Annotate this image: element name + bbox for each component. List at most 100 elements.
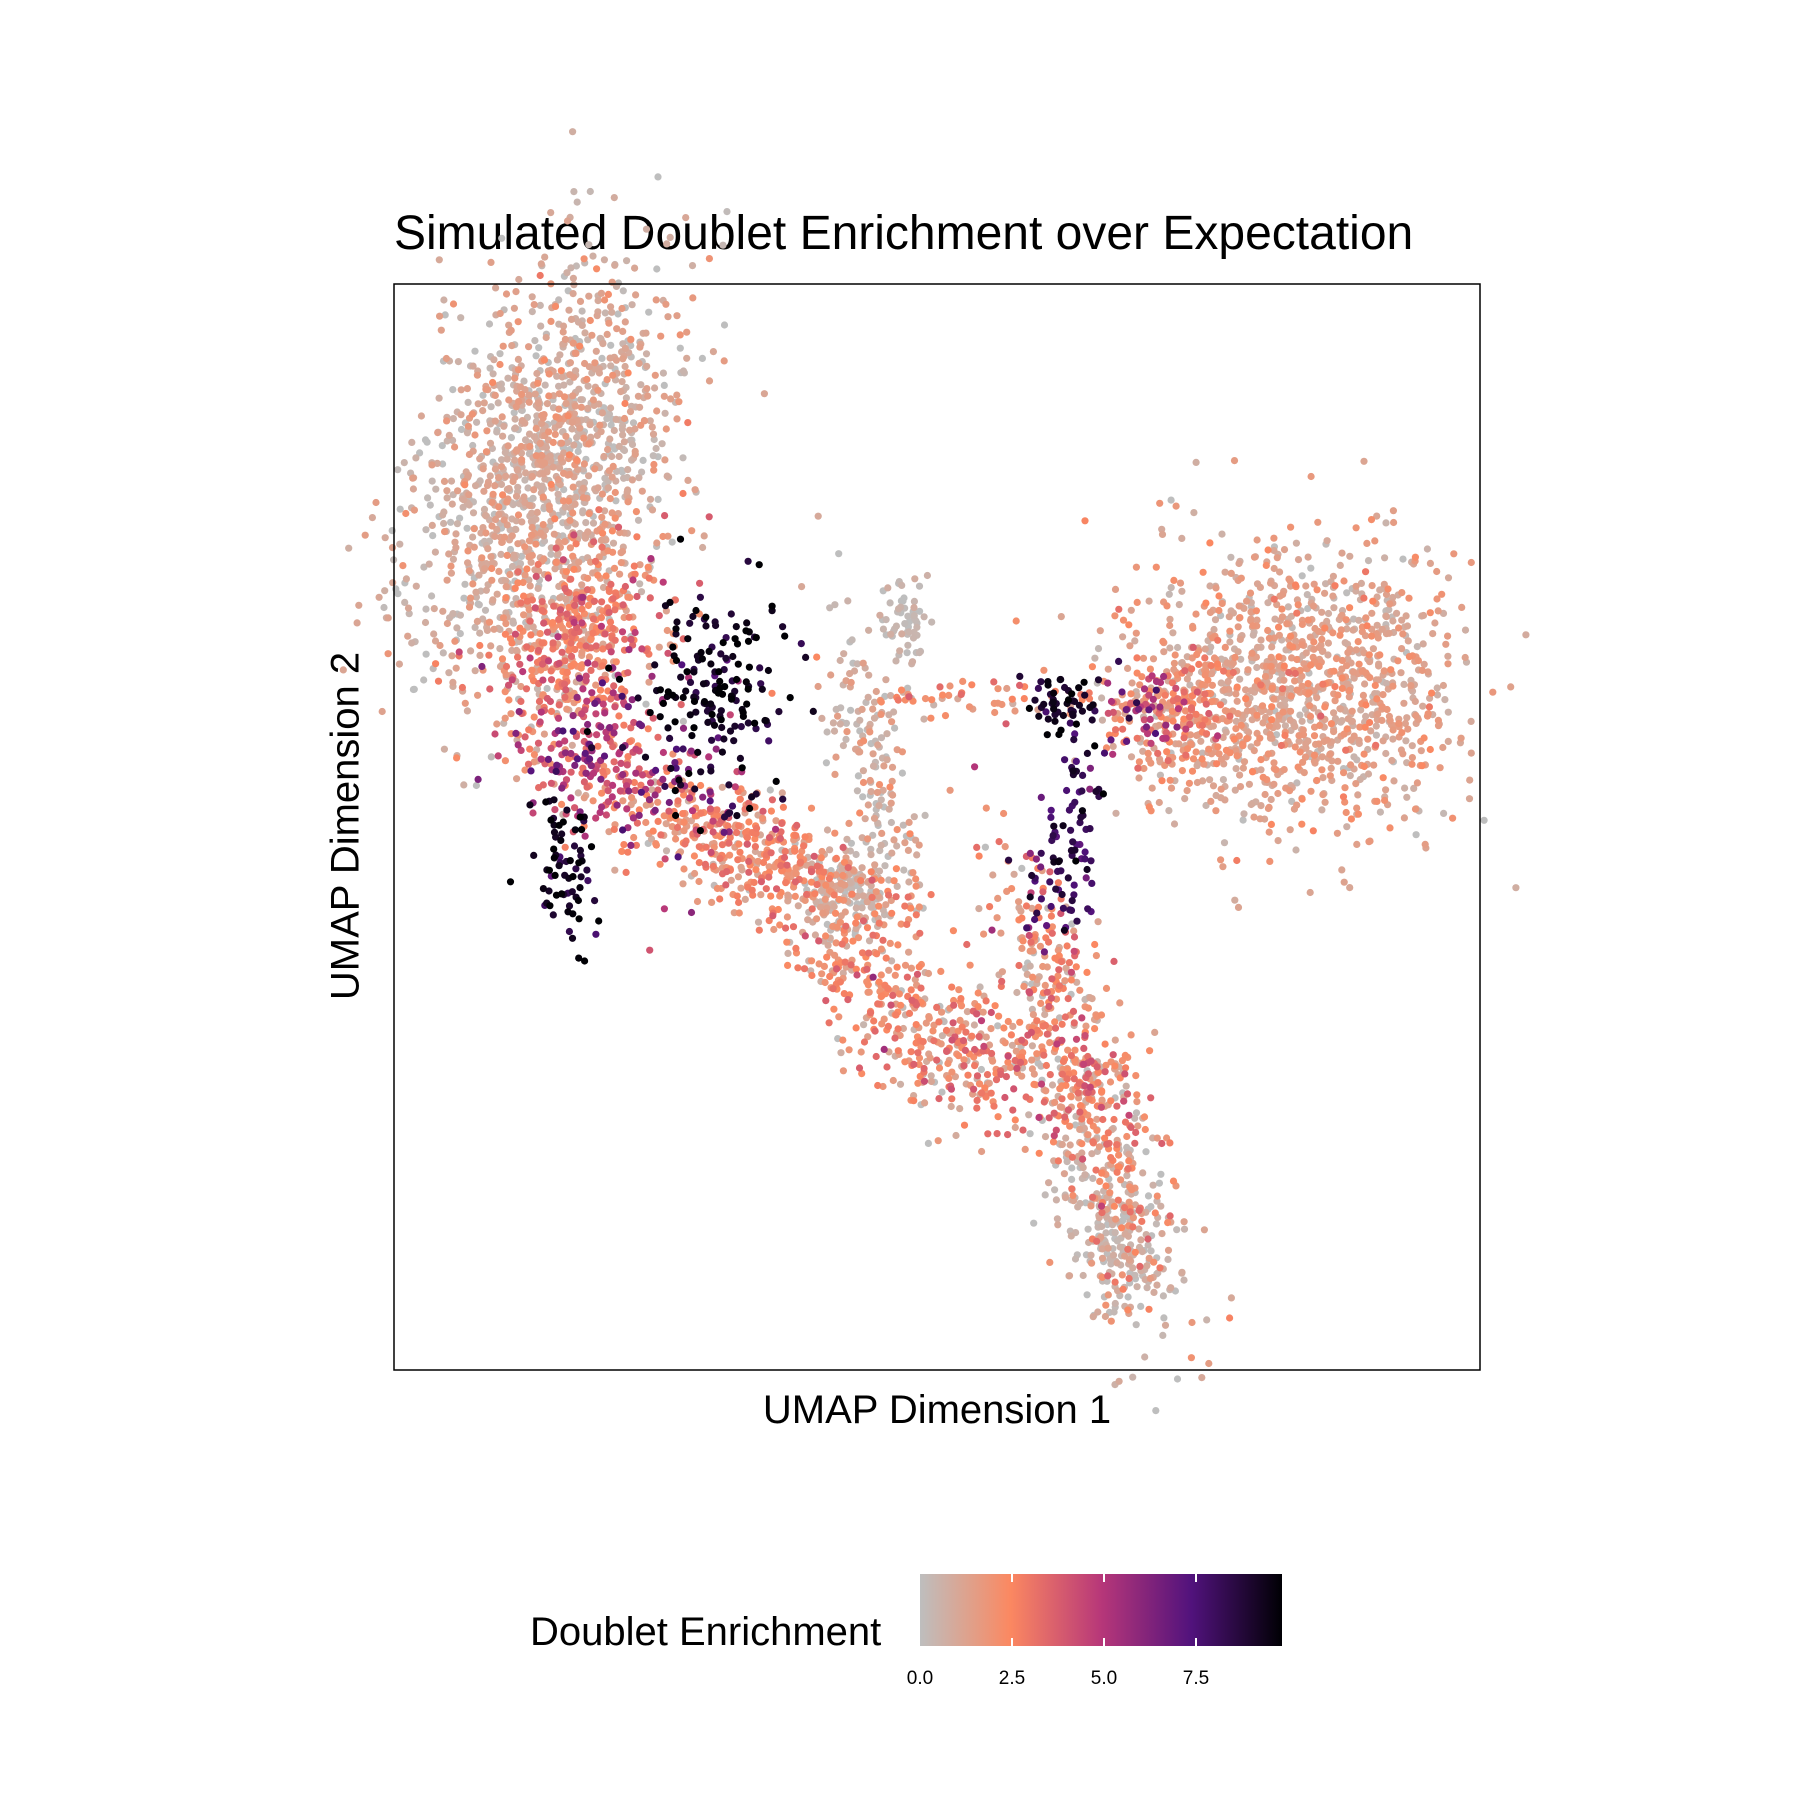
- data-point: [649, 452, 657, 460]
- data-point: [618, 304, 626, 313]
- data-point: [1111, 1229, 1119, 1237]
- data-point: [1248, 649, 1256, 657]
- data-point: [525, 343, 533, 351]
- data-point: [993, 914, 1001, 922]
- data-point: [570, 373, 578, 381]
- data-point: [864, 835, 872, 843]
- data-point: [607, 362, 615, 370]
- data-point: [627, 801, 635, 809]
- data-point: [1310, 732, 1319, 740]
- data-point: [649, 430, 658, 438]
- data-point: [643, 385, 651, 393]
- data-point: [586, 316, 594, 325]
- data-point: [890, 836, 898, 844]
- data-point: [1364, 735, 1372, 743]
- data-point: [994, 1022, 1002, 1030]
- data-point: [1213, 760, 1221, 768]
- data-point: [1144, 749, 1152, 758]
- data-point: [935, 1018, 943, 1026]
- data-point: [1102, 1061, 1110, 1069]
- data-point: [1115, 1151, 1123, 1159]
- data-point: [691, 486, 699, 494]
- data-point: [1400, 680, 1408, 689]
- data-point: [481, 565, 489, 573]
- data-point: [636, 561, 644, 569]
- data-point: [1321, 589, 1329, 597]
- data-point: [927, 1072, 935, 1080]
- data-point: [396, 505, 404, 513]
- data-point: [1183, 675, 1191, 683]
- data-point: [660, 392, 668, 400]
- data-point: [568, 741, 576, 749]
- data-point: [1209, 782, 1218, 790]
- data-point: [545, 392, 553, 400]
- data-point: [889, 1076, 897, 1085]
- data-point: [1286, 716, 1294, 724]
- data-point: [882, 901, 890, 909]
- data-point: [910, 597, 919, 606]
- data-point: [503, 455, 511, 463]
- data-point: [705, 255, 714, 263]
- data-point: [1376, 586, 1384, 594]
- data-point: [447, 569, 455, 577]
- data-point: [562, 432, 570, 440]
- data-point: [757, 891, 765, 899]
- data-point: [645, 678, 653, 686]
- data-point: [1150, 1258, 1158, 1266]
- data-point: [610, 194, 618, 202]
- data-point: [837, 1049, 845, 1057]
- data-point: [1151, 1209, 1159, 1217]
- data-point: [653, 539, 661, 547]
- data-point: [560, 393, 569, 401]
- data-point: [597, 289, 606, 297]
- data-point: [818, 970, 826, 978]
- data-point: [859, 793, 867, 801]
- data-point: [1193, 778, 1201, 787]
- data-point: [1270, 695, 1278, 703]
- data-point: [528, 293, 536, 301]
- data-point: [1058, 1070, 1066, 1078]
- data-point: [899, 821, 907, 829]
- data-point: [650, 435, 658, 444]
- data-point: [463, 385, 471, 393]
- data-point: [938, 1032, 947, 1040]
- data-point: [449, 386, 457, 394]
- data-point: [501, 448, 509, 457]
- data-point: [610, 564, 619, 572]
- data-point: [488, 522, 496, 530]
- data-point: [496, 350, 504, 358]
- data-point: [611, 866, 619, 874]
- data-point: [1294, 601, 1302, 609]
- data-point: [598, 354, 606, 362]
- data-point: [495, 503, 503, 511]
- data-point: [929, 1027, 937, 1035]
- data-point: [1292, 637, 1300, 645]
- data-point: [1000, 1024, 1008, 1032]
- data-point: [1359, 691, 1367, 700]
- data-point: [651, 371, 659, 379]
- data-point: [1156, 771, 1164, 779]
- data-point: [1444, 708, 1452, 716]
- data-point: [1046, 1071, 1054, 1079]
- data-point: [832, 871, 840, 879]
- data-point: [1341, 784, 1349, 792]
- data-point: [1352, 780, 1360, 788]
- data-point: [1235, 559, 1243, 568]
- data-point: [1152, 1407, 1160, 1415]
- data-point: [660, 381, 668, 389]
- data-point: [1163, 748, 1171, 756]
- data-point: [1400, 814, 1408, 822]
- data-point: [457, 386, 465, 394]
- data-point: [1347, 761, 1355, 769]
- data-point: [1121, 1230, 1129, 1238]
- data-point: [1158, 777, 1166, 785]
- data-point: [1232, 765, 1240, 773]
- data-point: [1157, 1170, 1165, 1178]
- data-point: [1226, 712, 1234, 720]
- data-point: [1268, 703, 1276, 711]
- data-point: [1102, 1182, 1110, 1190]
- data-point: [784, 891, 792, 899]
- data-point: [1057, 958, 1065, 966]
- data-point: [554, 490, 562, 498]
- data-point: [461, 481, 469, 489]
